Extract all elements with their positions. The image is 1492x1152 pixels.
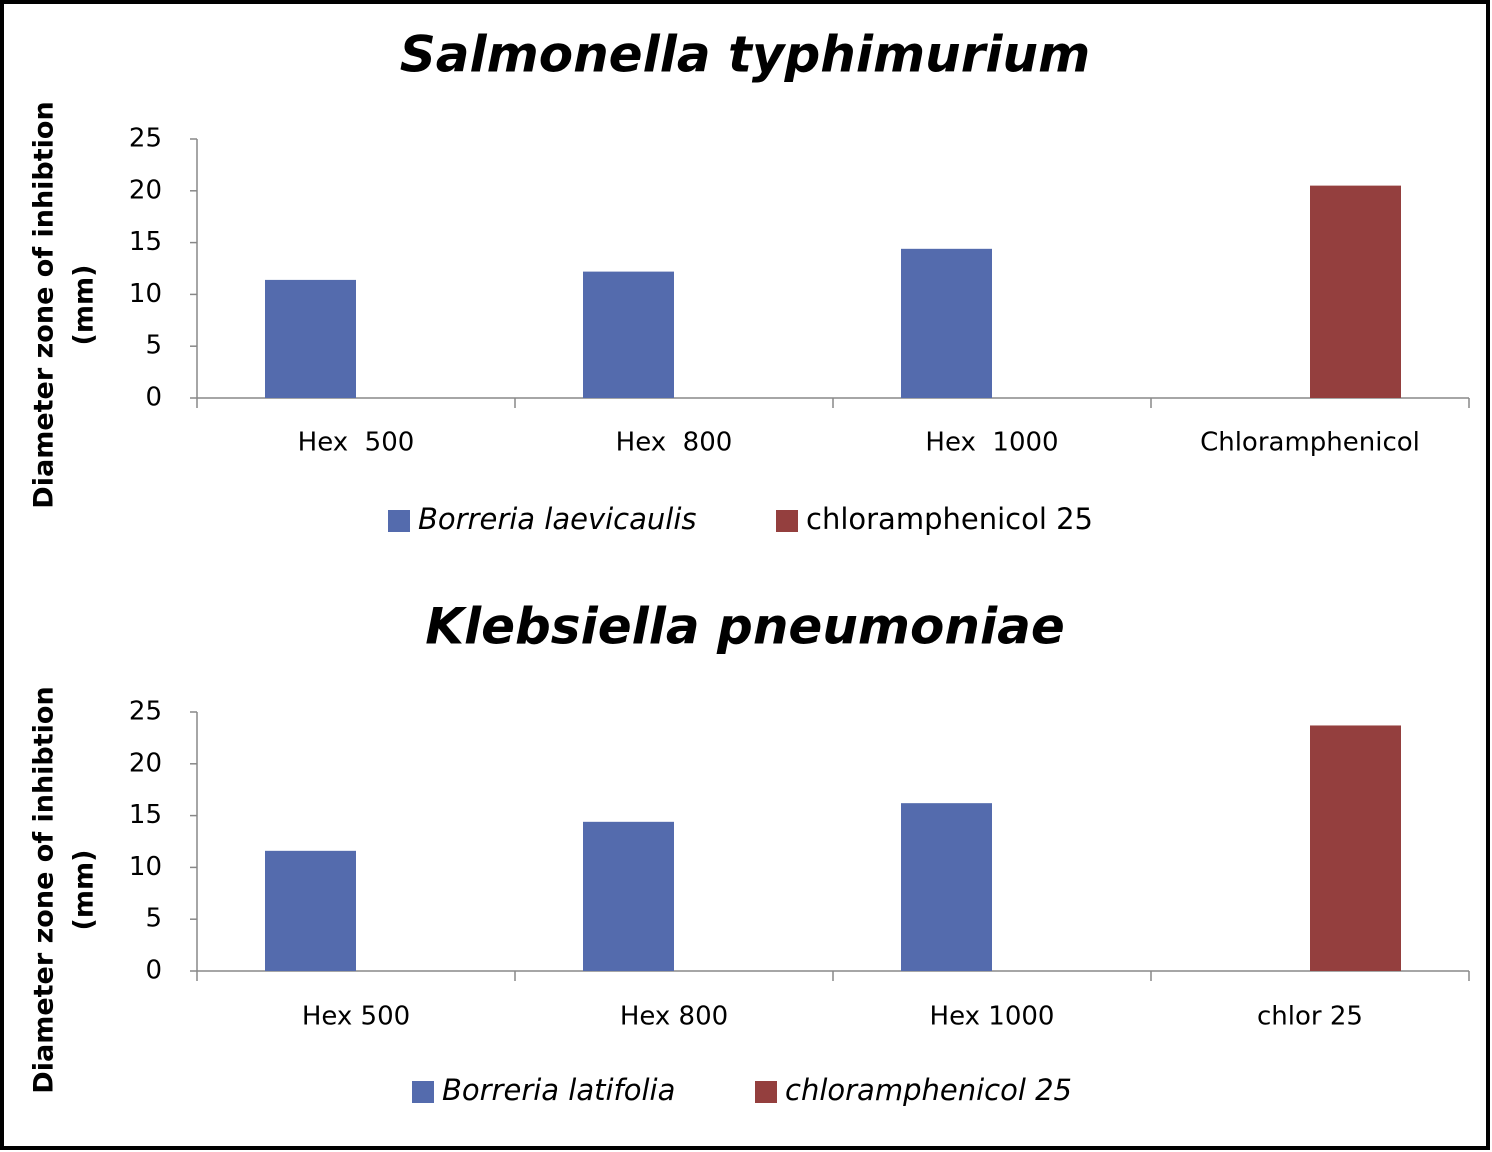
legend-label: Borreria latifolia — [442, 1073, 675, 1107]
legend-swatch — [388, 510, 410, 532]
y-axis-title: Diameter zone of inhibtion — [29, 686, 60, 1093]
y-axis-title: (mm) — [69, 265, 100, 346]
bar — [1310, 185, 1401, 398]
y-tick-label: 20 — [129, 175, 162, 205]
chart-title: Klebsiella pneumoniae — [425, 598, 1065, 656]
y-axis-title: Diameter zone of inhibtion — [29, 101, 60, 508]
legend-swatch — [412, 1081, 434, 1103]
legend-label: chloramphenicol 25 — [806, 502, 1093, 536]
y-axis-title: (mm) — [69, 850, 100, 931]
legend-label: chloramphenicol 25 — [785, 1073, 1072, 1107]
x-tick-label: Hex 800 — [616, 428, 733, 458]
x-tick-label: chlor 25 — [1257, 1002, 1363, 1032]
y-tick-label: 5 — [145, 904, 162, 934]
bar — [265, 850, 356, 971]
x-tick-label: Hex 1000 — [930, 1002, 1055, 1032]
y-tick-label: 20 — [129, 748, 162, 778]
legend-swatch — [776, 510, 798, 532]
x-tick-label: Hex 1000 — [925, 428, 1058, 458]
y-tick-label: 0 — [145, 383, 162, 413]
y-tick-label: 25 — [129, 697, 162, 727]
bar — [1310, 725, 1401, 971]
y-tick-label: 10 — [129, 279, 162, 309]
y-tick-label: 0 — [145, 956, 162, 986]
y-tick-label: 5 — [145, 331, 162, 361]
bar — [901, 803, 992, 971]
legend-swatch — [755, 1081, 777, 1103]
chart-title: Salmonella typhimurium — [400, 26, 1090, 84]
legend-label: Borreria laevicaulis — [418, 502, 697, 536]
x-tick-label: Chloramphenicol — [1200, 428, 1420, 458]
bar — [583, 271, 674, 398]
x-tick-label: Hex 500 — [302, 1002, 410, 1032]
y-tick-label: 15 — [129, 227, 162, 257]
bar — [265, 279, 356, 398]
bar — [901, 248, 992, 398]
x-tick-label: Hex 500 — [298, 428, 415, 458]
x-tick-label: Hex 800 — [620, 1002, 728, 1032]
y-tick-label: 15 — [129, 800, 162, 830]
y-tick-label: 25 — [129, 124, 162, 154]
bar — [583, 821, 674, 971]
y-tick-label: 10 — [129, 852, 162, 882]
